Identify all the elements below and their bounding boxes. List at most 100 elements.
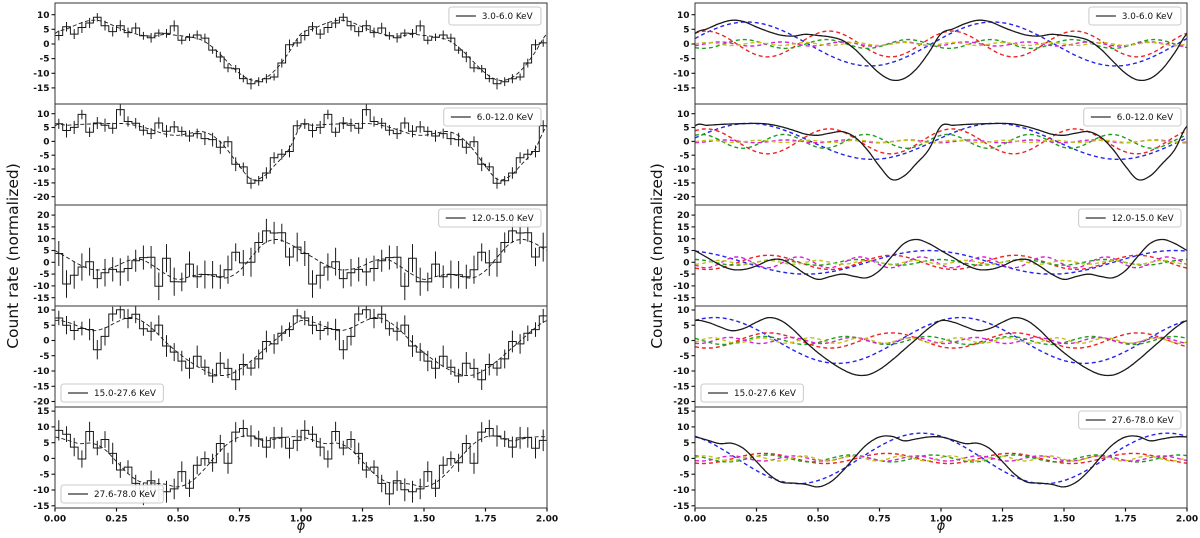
y-tick-label: 15	[677, 407, 690, 417]
harmonic-3-curve	[695, 454, 1187, 463]
error-bars	[58, 419, 544, 506]
y-tick-label: -5	[40, 151, 50, 161]
y-tick-label: -15	[33, 294, 49, 304]
legend-label: 3.0-6.0 KeV	[1122, 12, 1173, 22]
panel-6.0-12.0 KeV	[55, 104, 547, 189]
panel-15.0-27.6 KeV	[55, 306, 547, 390]
y-tick-label: 0	[683, 337, 689, 347]
harmonic-5-curve	[695, 455, 1187, 462]
y-axis-27.6-78.0 KeV: 15 10 5 0 -5 -10 -15	[33, 407, 55, 512]
y-tick-label: 10	[37, 306, 50, 316]
y-axis-12.0-15.0 KeV: 20 15 10 50 -5 -10 -15	[33, 211, 55, 304]
legend-box	[700, 383, 804, 403]
y-tick-label: -20	[33, 193, 49, 203]
y-axis-3.0-6.0 KeV: 10 5 0 -5 -10 -15	[673, 11, 695, 94]
legend-box	[60, 484, 164, 504]
y-tick-label: -15	[33, 84, 49, 94]
y-tick-label: -5	[40, 470, 50, 480]
y-tick-label: 5	[683, 321, 689, 331]
y-tick-label: 10	[37, 110, 50, 120]
y-tick-label: -10	[673, 486, 689, 496]
histogram-steps	[55, 309, 547, 381]
panel-12.0-15.0 KeV	[695, 238, 1187, 281]
legend-label: 15.0-27.6 KeV	[94, 389, 156, 399]
harmonic-4-curve	[695, 455, 1187, 462]
harmonic-1-curve	[695, 249, 1187, 275]
y-axis-6.0-12.0 KeV: 10 5 0 -5 -10 -15 -20	[33, 110, 55, 203]
panel-27.6-78.0 KeV	[695, 432, 1187, 488]
figure-pulse-profiles: Count rate (normalized) 10 5 0 -5 -10 -15 3.0-…	[4, 2, 558, 534]
y-tick-label: -10	[33, 486, 49, 496]
legend-6.0-12.0 KeV: 6.0-12.0 KeV	[443, 107, 542, 127]
y-tick-label: 5	[683, 247, 689, 257]
legend-15.0-27.6 KeV: 15.0-27.6 KeV	[60, 383, 164, 403]
x-tick-label: 2.00	[536, 515, 558, 525]
y-tick-label: -5	[40, 270, 50, 280]
harmonic-1-curve	[695, 432, 1187, 485]
model-fit-dashed	[55, 19, 547, 81]
x-tick-label: 2.00	[1176, 515, 1198, 525]
panel-12.0-15.0 KeV	[55, 218, 547, 301]
legend-label: 15.0-27.6 KeV	[734, 389, 796, 399]
histogram-steps	[55, 16, 547, 85]
y-tick-label: 15	[37, 223, 50, 233]
x-tick-label: 0.00	[684, 515, 706, 525]
y-tick-label: -5	[680, 352, 690, 362]
harmonic-4-curve	[695, 139, 1187, 144]
model-fit-dashed	[55, 122, 547, 181]
model-fit-dashed	[55, 317, 547, 376]
harmonic-2-curve	[695, 254, 1187, 271]
model-fit-dashed	[55, 239, 547, 280]
model-fit-dashed	[55, 435, 547, 488]
y-tick-label: 5	[43, 247, 49, 257]
total-model-curve	[695, 19, 1187, 82]
y-tick-label: -10	[33, 69, 49, 79]
y-tick-label: -20	[673, 193, 689, 203]
legend-12.0-15.0 KeV: 12.0-15.0 KeV	[1078, 208, 1182, 228]
legend-12.0-15.0 KeV: 12.0-15.0 KeV	[438, 208, 542, 228]
y-tick-label: -10	[33, 367, 49, 377]
legend-27.6-78.0 KeV: 27.6-78.0 KeV	[60, 484, 164, 504]
harmonic-4-curve	[695, 256, 1187, 269]
legend-15.0-27.6 KeV: 15.0-27.6 KeV	[700, 383, 804, 403]
y-tick-label: -5	[680, 55, 690, 65]
left-x-axis-label: ϕ	[296, 519, 306, 534]
harmonic-2-curve	[695, 30, 1187, 58]
harmonic-1-curve	[695, 122, 1187, 160]
y-axis-27.6-78.0 KeV: 15 10 5 0 -5 -10 -15	[673, 407, 695, 512]
x-tick-label: 0.25	[105, 515, 127, 525]
legend-label: 27.6-78.0 KeV	[1112, 416, 1174, 426]
legend-6.0-12.0 KeV: 6.0-12.0 KeV	[1083, 107, 1182, 127]
y-tick-label: 0	[43, 455, 49, 465]
y-tick-label: 5	[43, 124, 49, 134]
figure-harmonic-decomposition: Count rate (normalized) 10 5 0 -5 -10 -15 3.0-…	[600, 0, 1200, 538]
y-tick-label: -5	[680, 151, 690, 161]
y-tick-label: 5	[683, 25, 689, 35]
y-tick-label: -20	[33, 398, 49, 408]
y-tick-label: 10	[677, 423, 690, 433]
harmonic-3-curve	[695, 38, 1187, 50]
harmonic-5-curve	[695, 259, 1187, 265]
harmonic-4-curve	[695, 336, 1187, 345]
panel-6.0-12.0 KeV	[695, 122, 1187, 181]
y-tick-label: 0	[43, 258, 49, 268]
y-tick-label: 10	[677, 306, 690, 316]
total-model-curve	[695, 238, 1187, 281]
panel-3.0-6.0 KeV	[695, 19, 1187, 82]
legend-27.6-78.0 KeV: 27.6-78.0 KeV	[1078, 410, 1182, 430]
legend-3.0-6.0 KeV: 3.0-6.0 KeV	[1088, 6, 1182, 26]
harmonic-3-curve	[695, 258, 1187, 266]
legend-box	[443, 107, 542, 127]
total-model-curve	[695, 122, 1187, 181]
y-tick-label: 0	[43, 337, 49, 347]
legend-box	[1078, 208, 1182, 228]
y-tick-label: -5	[680, 470, 690, 480]
histogram-steps	[55, 230, 547, 287]
legend-box	[1083, 107, 1182, 127]
x-axis: 0.00 0.25 0.50 0.75 1.00 1.25 1.50 1.75 2.00	[684, 508, 1198, 525]
x-tick-label: 1.00	[930, 515, 952, 525]
y-tick-label: -20	[673, 398, 689, 408]
x-tick-label: 1.00	[290, 515, 312, 525]
